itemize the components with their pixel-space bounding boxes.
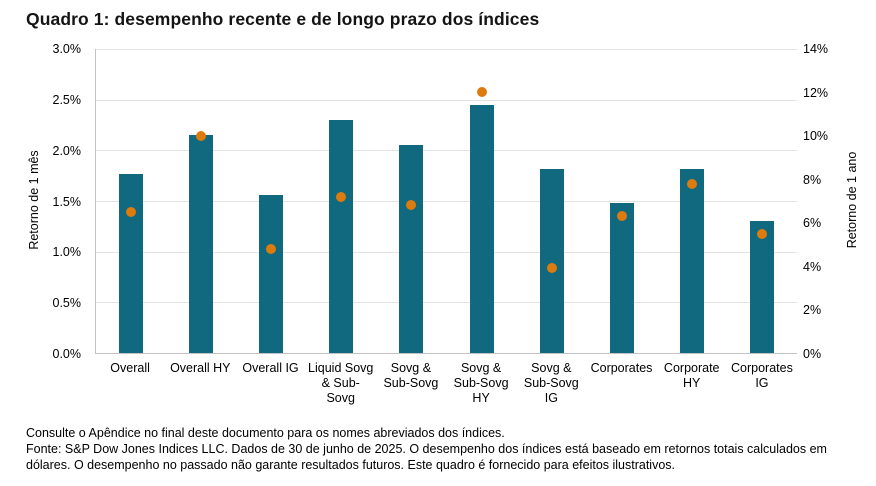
point-marker-overall [126,206,137,217]
x-axis-label: Overall [110,361,150,375]
bar-overall-hy [189,135,214,353]
x-axis-label: Liquid Sovg & Sub- Sovg [308,361,374,405]
left-axis-tick: 1.5% [52,194,82,209]
x-axis-label: Corporates [590,361,653,375]
point-marker-overall-ig [266,243,277,254]
point-marker-liquid-sovg-sub-sovg [336,191,347,202]
gridline [96,150,797,152]
point-marker-sovg-sub-sovg-hy [476,87,487,98]
bar-overall [119,173,144,353]
right-axis-tick: 8% [803,172,822,187]
left-axis-tick: 2.5% [52,92,82,107]
bar-sovg-sub-sovg-ig [539,168,564,353]
x-axis-label: Corporates IG [731,361,793,390]
left-axis-tick: 0.5% [52,296,82,311]
right-axis-tick: 10% [803,129,829,144]
point-marker-sovg-sub-sovg [406,200,417,211]
bar-liquid-sovg-sub-sovg [329,119,354,353]
footnotes: Consulte o Apêndice no final deste docum… [26,425,852,473]
chart-title: Quadro 1: desempenho recente e de longo … [26,9,540,29]
right-axis-ticks: 14% 12% 10% 8% 6% 4% 2% 0% [803,42,847,361]
footnote-source: Fonte: S&P Dow Jones Indices LLC. Dados … [26,442,827,472]
bar-sovg-sub-sovg-hy [469,104,494,353]
right-axis-tick: 4% [803,259,822,274]
gridline [96,49,797,50]
x-axis-label: Overall HY [170,361,231,375]
gridline [96,99,797,101]
x-axis-labels: Overall Overall HY Overall IG Liquid Sovg &… [95,361,797,406]
left-axis-tick: 1.0% [52,245,82,260]
point-marker-corporates [616,211,627,222]
point-marker-corporate-hy [686,178,697,189]
right-axis-tick: 6% [803,216,822,231]
right-axis-tick: 14% [803,42,829,56]
gridline [96,251,797,253]
point-marker-overall-hy [196,130,207,141]
point-marker-sovg-sub-sovg-ig [546,263,557,274]
x-axis-label: Corporate HY [663,361,720,390]
left-axis-ticks: 3.0% 2.5% 2.0% 1.5% 1.0% 0.5% 0.0% [0,42,88,361]
plot-area [95,49,797,354]
left-axis-tick: 0.0% [52,347,82,361]
right-axis-title: Retorno de 1 ano [845,151,859,249]
left-axis-tick: 2.0% [52,143,82,158]
right-axis-tick: 0% [803,347,822,361]
right-axis-tick: 12% [803,85,829,100]
x-axis-label: Sovg & Sub-Sovg [383,361,439,390]
left-axis-tick: 3.0% [52,42,82,56]
bar-corporates [609,203,634,353]
gridline [96,302,797,304]
x-axis-label: Overall IG [242,361,299,375]
gridline [96,201,797,202]
bar-corporates-ig [749,221,774,353]
bar-corporate-hy [679,168,704,353]
bar-overall-ig [259,194,284,353]
point-marker-corporates-ig [756,228,767,239]
x-axis-label: Sovg & Sub-Sovg IG [523,361,579,405]
x-axis-label: Sovg & Sub-Sovg HY [453,361,509,405]
footnote-appendix: Consulte o Apêndice no final deste docum… [26,426,505,440]
bar-sovg-sub-sovg [399,145,424,353]
right-axis-tick: 2% [803,303,822,318]
